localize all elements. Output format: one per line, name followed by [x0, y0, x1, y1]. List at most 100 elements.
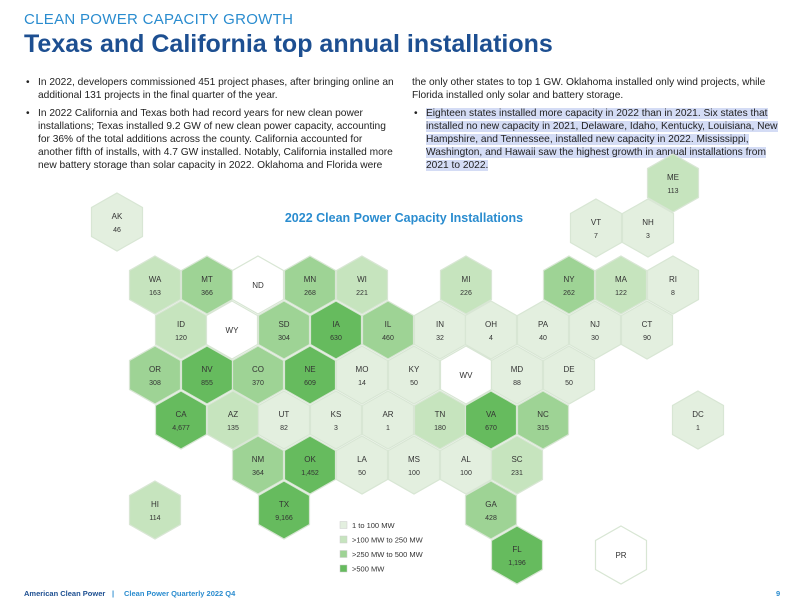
state-code: HI: [151, 500, 159, 509]
state-hex: [516, 300, 570, 360]
state-hex: [128, 480, 182, 540]
state-value: 366: [201, 290, 213, 297]
state-hex: [309, 300, 363, 360]
state-value: 304: [278, 335, 290, 342]
state-code: OR: [149, 365, 161, 374]
state-hex: [464, 390, 518, 450]
map-title: 2022 Clean Power Capacity Installations: [285, 211, 523, 225]
state-hex: [621, 198, 675, 258]
right-column: the only other states to top 1 GW. Oklah…: [412, 76, 782, 177]
state-hex: [283, 255, 337, 315]
state-hex: [309, 390, 363, 450]
state-value: 364: [252, 470, 264, 477]
state-code: FL: [512, 545, 522, 554]
state-hex: [257, 300, 311, 360]
bullet: In 2022, developers commissioned 451 pro…: [24, 76, 394, 102]
state-code: OK: [304, 455, 316, 464]
state-value: 50: [565, 380, 573, 387]
state-code: SD: [278, 320, 289, 329]
state-hex: [154, 390, 208, 450]
state-code: UT: [279, 410, 290, 419]
state-code: IN: [436, 320, 444, 329]
state-hex: [231, 435, 285, 495]
state-hex: [361, 390, 415, 450]
state-code: MS: [408, 455, 420, 464]
footer-sep: |: [112, 589, 115, 598]
state-hex: [569, 198, 623, 258]
state-value: 9,166: [275, 515, 293, 522]
state-value: 7: [594, 233, 598, 240]
state-code: IL: [385, 320, 392, 329]
state-code: NY: [563, 275, 575, 284]
state-value: 8: [671, 290, 675, 297]
state-code: ND: [252, 281, 264, 290]
state-value: 135: [227, 425, 239, 432]
state-hex: [257, 390, 311, 450]
state-code: PA: [538, 320, 549, 329]
state-code: NH: [642, 218, 654, 227]
state-value: 231: [511, 470, 523, 477]
state-code: MI: [462, 275, 471, 284]
state-code: VT: [591, 218, 601, 227]
footer-publication: Clean Power Quarterly 2022 Q4: [124, 589, 236, 598]
legend-label: 1 to 100 MW: [352, 521, 395, 530]
state-code: SC: [511, 455, 522, 464]
state-code: CO: [252, 365, 264, 374]
state-code: KY: [409, 365, 420, 374]
state-value: 428: [485, 515, 497, 522]
state-hex: [257, 480, 311, 540]
state-hex: [542, 255, 596, 315]
legend-swatch: [339, 564, 348, 573]
state-value: 370: [252, 380, 264, 387]
state-code: CT: [642, 320, 653, 329]
state-value: 32: [436, 335, 444, 342]
state-value: 268: [304, 290, 316, 297]
state-value: 100: [460, 470, 472, 477]
state-code: MD: [511, 365, 524, 374]
state-value: 262: [563, 290, 575, 297]
state-hex: [516, 390, 570, 450]
page-number: 9: [776, 589, 781, 598]
state-hex: [646, 153, 700, 213]
state-code: MO: [356, 365, 369, 374]
paragraph: the only other states to top 1 GW. Oklah…: [412, 77, 766, 101]
state-hex: [490, 525, 544, 585]
state-code: MN: [304, 275, 317, 284]
state-hex: [335, 435, 389, 495]
state-value: 670: [485, 425, 497, 432]
state-code: LA: [357, 455, 367, 464]
state-code: WI: [357, 275, 367, 284]
state-value: 163: [149, 290, 161, 297]
state-hex: [128, 345, 182, 405]
state-hex: [361, 300, 415, 360]
legend-label: >100 MW to 250 MW: [352, 536, 424, 545]
state-value: 3: [334, 425, 338, 432]
state-code: KS: [331, 410, 342, 419]
state-code: MT: [201, 275, 213, 284]
state-value: 221: [356, 290, 368, 297]
state-code: GA: [485, 500, 497, 509]
state-hex: [490, 435, 544, 495]
state-code: NM: [252, 455, 265, 464]
state-code: OH: [485, 320, 497, 329]
state-hex: [439, 255, 493, 315]
state-hex: [231, 345, 285, 405]
state-code: VA: [486, 410, 497, 419]
state-value: 1: [696, 425, 700, 432]
state-code: NC: [537, 410, 549, 419]
state-value: 122: [615, 290, 627, 297]
state-hex: [283, 435, 337, 495]
state-value: 113: [667, 188, 678, 195]
state-value: 4,677: [172, 425, 190, 432]
state-value: 14: [358, 380, 366, 387]
state-value: 460: [382, 335, 394, 342]
kicker: CLEAN POWER CAPACITY GROWTH: [24, 11, 294, 28]
state-hex: [90, 192, 144, 252]
state-code: WA: [149, 275, 162, 284]
state-hex: [335, 345, 389, 405]
state-code: WV: [460, 371, 474, 380]
state-code: AR: [382, 410, 393, 419]
state-code: NV: [201, 365, 213, 374]
